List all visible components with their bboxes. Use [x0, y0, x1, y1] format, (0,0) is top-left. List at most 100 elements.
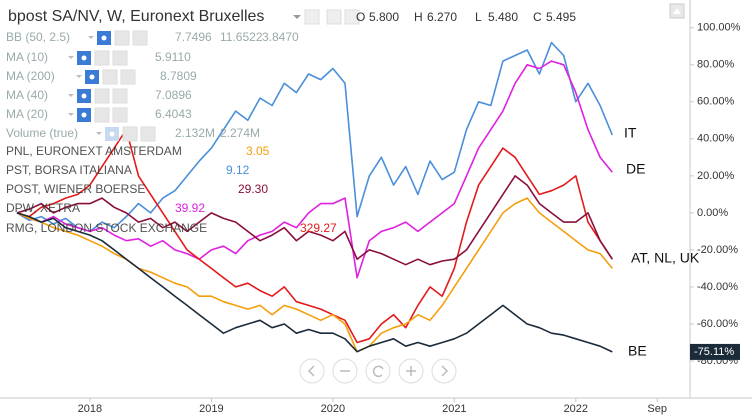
ohlc-key: O — [356, 10, 365, 24]
indicator-value: 3.8470 — [262, 30, 299, 44]
scroll-up-icon — [673, 8, 681, 14]
compare-value: 9.12 — [226, 163, 250, 177]
x-tick-label: 2019 — [199, 403, 223, 415]
icon-button — [140, 126, 156, 142]
dropdown-arrow — [293, 15, 301, 19]
compare-value: 3.05 — [246, 144, 270, 158]
reset-button[interactable] — [365, 358, 391, 384]
eye-icon — [81, 112, 87, 118]
dropdown-arrow — [96, 132, 102, 135]
ohlc-key: C — [533, 10, 542, 24]
y-tick-label: 100.00% — [697, 22, 741, 34]
icon-button — [112, 50, 128, 66]
icon-button — [112, 88, 128, 104]
series-line — [16, 41, 614, 233]
series-line — [16, 60, 613, 279]
series-line — [16, 175, 613, 266]
series-annotation: IT — [624, 125, 637, 141]
ohlc-key: L — [475, 10, 482, 24]
indicator-value: 7.0896 — [155, 88, 192, 102]
eye-icon — [81, 55, 87, 61]
icon-button — [94, 88, 110, 104]
compare-name: POST, WIENER BOERSE — [6, 182, 145, 196]
indicator-name: MA (200) — [6, 69, 55, 83]
scroll-right-icon — [441, 365, 449, 377]
x-tick-label: 2022 — [564, 403, 588, 415]
icon-button — [132, 30, 148, 46]
x-tick-label: 2021 — [442, 403, 466, 415]
icon-button — [326, 9, 342, 25]
series-annotation: DE — [626, 161, 645, 177]
y-tick-label: 40.00% — [697, 133, 735, 145]
eye-icon — [81, 93, 87, 99]
compare-name: PST, BORSA ITALIANA — [6, 163, 132, 177]
compare-value: 329.27 — [300, 221, 337, 235]
icon-button — [122, 126, 138, 142]
compare-value: 39.92 — [175, 201, 205, 215]
indicator-name: Volume (true) — [6, 126, 78, 140]
compare-value: 29.30 — [238, 182, 268, 196]
dropdown-arrow — [68, 113, 74, 116]
icon-button — [112, 107, 128, 123]
eye-icon — [109, 131, 115, 137]
series-annotation: AT, NL, UK — [631, 250, 700, 266]
icon-button — [120, 69, 136, 85]
ohlc-value: 5.480 — [488, 10, 518, 24]
dropdown-arrow — [76, 75, 82, 78]
chart-title: bpost SA/NV, W, Euronext Bruxelles — [8, 8, 264, 25]
eye-icon — [101, 35, 107, 41]
icon-button — [114, 30, 130, 46]
navigation-buttons — [299, 358, 457, 384]
ohlc-value: 6.270 — [427, 10, 457, 24]
icon-button — [304, 9, 320, 25]
dropdown-arrow — [88, 36, 94, 39]
ohlc-value: 5.800 — [369, 10, 399, 24]
compare-name: RMG, LONDON STOCK EXCHANGE — [6, 221, 207, 235]
scroll-left-button[interactable] — [299, 358, 325, 384]
x-tick-label: 2018 — [78, 403, 102, 415]
last-value-box — [690, 343, 740, 360]
scroll-right-button[interactable] — [431, 358, 457, 384]
indicator-value: 6.4043 — [155, 107, 192, 121]
x-tick-label: 2020 — [321, 403, 345, 415]
indicator-value: 2.132M — [175, 126, 215, 140]
dropdown-arrow — [68, 94, 74, 97]
y-tick-label: 20.00% — [697, 170, 735, 182]
ohlc-key: H — [414, 10, 423, 24]
indicator-value: 5.9110 — [155, 50, 191, 64]
dropdown-arrow — [68, 56, 74, 59]
indicator-value: 8.7809 — [160, 69, 197, 83]
scroll-left-icon — [307, 365, 315, 377]
y-tick-label: 60.00% — [697, 96, 735, 108]
series-line — [16, 212, 613, 353]
icon-button — [102, 69, 118, 85]
y-tick-label: -60.00% — [697, 318, 738, 330]
ohlc-value: 5.495 — [546, 10, 576, 24]
series-line — [16, 128, 613, 344]
indicator-name: BB (50, 2.5) — [6, 30, 70, 44]
y-tick-label: -20.00% — [697, 244, 738, 256]
eye-icon — [89, 74, 95, 80]
indicator-name: MA (10) — [6, 50, 48, 64]
indicator-value: 2.274M — [220, 126, 260, 140]
reset-icon — [372, 365, 384, 378]
icon-button — [94, 107, 110, 123]
icon-button — [344, 9, 360, 25]
x-tick-label: Sep — [647, 403, 667, 415]
legend-overlay: bpost SA/NV, W, Euronext Bruxelles O 5.800… — [6, 8, 576, 235]
series-line — [16, 197, 613, 353]
y-tick-label: 80.00% — [697, 59, 735, 71]
compare-name: PNL, EURONEXT AMSTERDAM — [6, 144, 182, 158]
zoom-in-icon — [406, 366, 416, 376]
y-tick-label: 0.00% — [697, 207, 728, 219]
indicator-name: MA (40) — [6, 88, 48, 102]
indicator-value: 7.7496 — [175, 30, 212, 44]
indicator-value: 11.6522 — [220, 30, 263, 44]
icon-button — [94, 50, 110, 66]
plot-area — [16, 41, 614, 353]
y-tick-label: -40.00% — [697, 281, 738, 293]
compare-name: DPW, XETRA — [6, 201, 80, 215]
series-annotation: BE — [628, 343, 647, 359]
last-value-label: -75.11% — [694, 346, 734, 358]
